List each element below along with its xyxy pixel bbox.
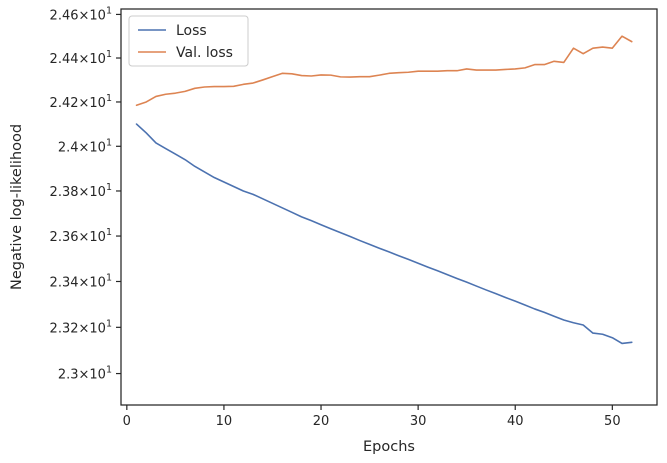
- y-tick-times: ×: [79, 275, 90, 290]
- y-tick-exponent: 1: [106, 318, 112, 329]
- y-tick-base: 10: [89, 321, 106, 336]
- y-tick-mantissa: 2.44: [50, 52, 79, 67]
- y-tick-times: ×: [79, 96, 90, 111]
- y-tick-base: 10: [89, 230, 106, 245]
- y-tick-base: 10: [89, 185, 106, 200]
- y-tick-mantissa: 2.4: [58, 140, 79, 155]
- x-axis-label: Epochs: [363, 439, 415, 455]
- y-tick-label: 2.32×101: [50, 318, 112, 336]
- y-tick-label: 2.3×101: [58, 365, 112, 383]
- plot-area-frame: [120, 8, 658, 406]
- y-tick-label: 2.36×101: [50, 227, 112, 245]
- y-tick-times: ×: [79, 185, 90, 200]
- y-tick-exponent: 1: [106, 137, 112, 148]
- y-tick-base: 10: [89, 368, 106, 383]
- y-tick-times: ×: [79, 140, 90, 155]
- x-tick-label: 0: [123, 414, 131, 429]
- y-tick-exponent: 1: [106, 49, 112, 60]
- legend-entry-label: Val. loss: [176, 45, 233, 61]
- legend-box: [128, 15, 249, 67]
- y-tick-times: ×: [79, 321, 90, 336]
- x-tick-label: 20: [313, 414, 330, 429]
- y-tick-base: 10: [89, 96, 106, 111]
- y-tick-mantissa: 2.42: [50, 96, 79, 111]
- series-layer: [135, 35, 633, 345]
- y-tick-mantissa: 2.46: [50, 8, 79, 23]
- y-tick-times: ×: [79, 8, 90, 23]
- y-tick-exponent: 1: [106, 227, 112, 238]
- y-axis: 2.3×1012.32×1012.34×1012.36×1012.38×1012…: [50, 5, 121, 383]
- y-tick-label: 2.42×101: [50, 93, 112, 111]
- legend-entry-label: Loss: [176, 23, 207, 39]
- legend: Loss Val. loss: [128, 15, 249, 67]
- y-tick-base: 10: [89, 8, 106, 23]
- y-tick-times: ×: [79, 230, 90, 245]
- series-line-val-loss: [135, 35, 633, 107]
- y-tick-base: 10: [89, 275, 106, 290]
- y-tick-exponent: 1: [106, 365, 112, 376]
- x-tick-label: 40: [507, 414, 524, 429]
- y-axis-label: Negative log-likelihood: [9, 124, 25, 290]
- y-tick-label: 2.46×101: [50, 5, 112, 23]
- y-tick-exponent: 1: [106, 272, 112, 283]
- x-tick-label: 30: [410, 414, 427, 429]
- y-tick-times: ×: [79, 52, 90, 67]
- y-tick-mantissa: 2.36: [50, 230, 79, 245]
- y-tick-label: 2.44×101: [50, 49, 112, 67]
- y-tick-base: 10: [89, 140, 106, 155]
- y-tick-mantissa: 2.38: [50, 185, 79, 200]
- x-axis: 0 10 20 30 40 50: [123, 405, 621, 429]
- y-tick-exponent: 1: [106, 93, 112, 104]
- y-tick-mantissa: 2.3: [58, 368, 79, 383]
- y-tick-exponent: 1: [106, 5, 112, 16]
- y-tick-label: 2.4×101: [58, 137, 112, 155]
- x-tick-label: 10: [216, 414, 233, 429]
- y-tick-times: ×: [79, 368, 90, 383]
- y-tick-exponent: 1: [106, 182, 112, 193]
- y-tick-base: 10: [89, 52, 106, 67]
- y-tick-mantissa: 2.34: [50, 275, 79, 290]
- series-line-loss: [135, 123, 633, 345]
- y-tick-mantissa: 2.32: [50, 321, 79, 336]
- y-tick-label: 2.34×101: [50, 272, 112, 290]
- y-tick-label: 2.38×101: [50, 182, 112, 200]
- x-tick-label: 50: [604, 414, 621, 429]
